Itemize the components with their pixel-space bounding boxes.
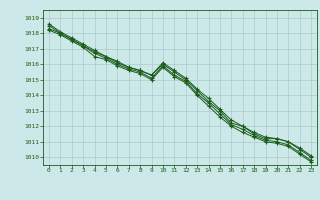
Text: Graphe pression niveau de la mer (hPa): Graphe pression niveau de la mer (hPa) xyxy=(72,186,248,194)
